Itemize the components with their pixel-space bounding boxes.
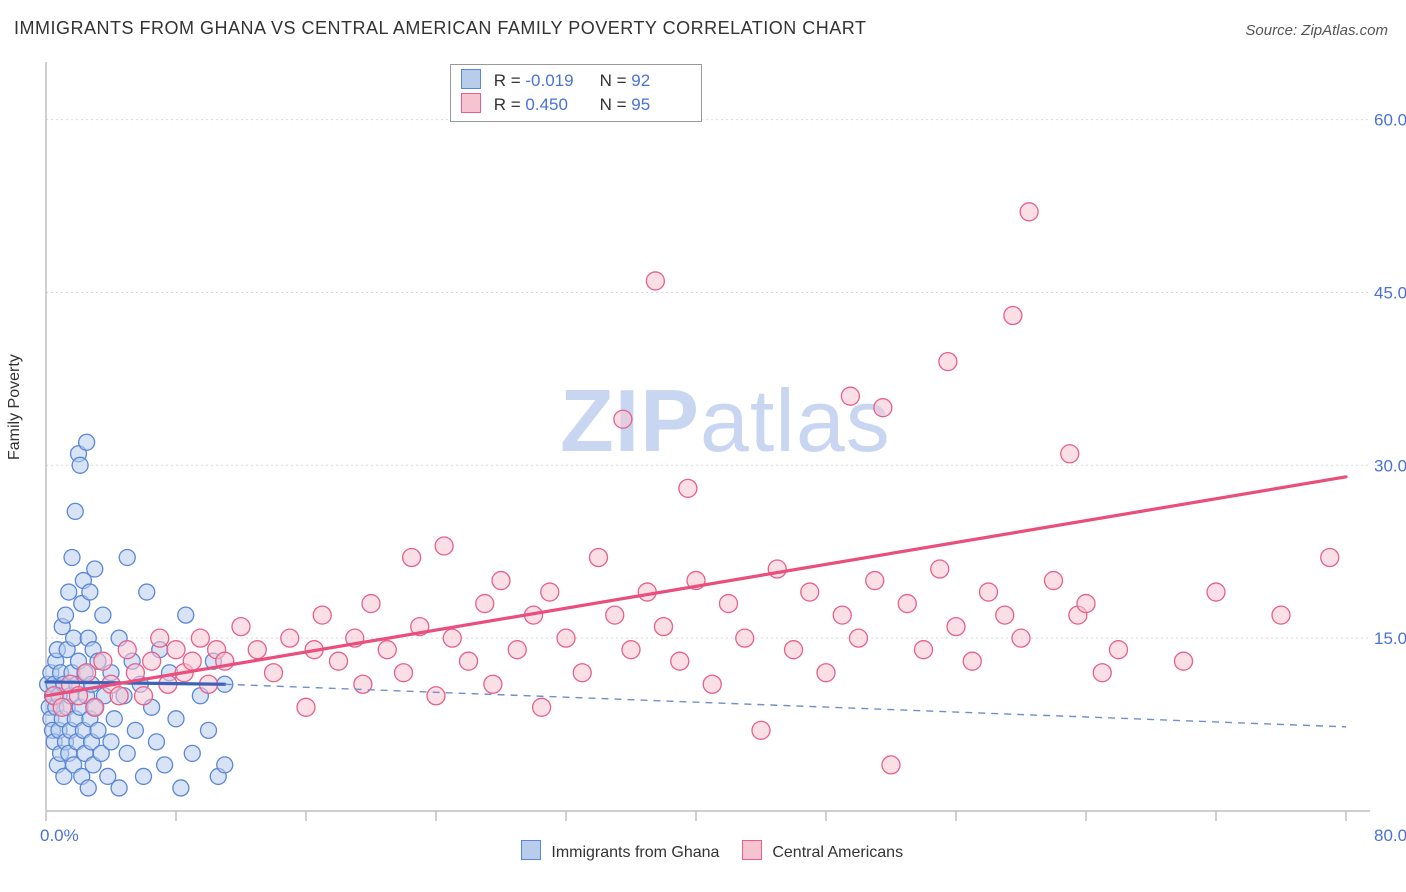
legend-row-centam: R = 0.450 N = 95 <box>461 93 691 117</box>
legend-label-centam: Central Americans <box>772 844 903 861</box>
correlation-legend: R = -0.019 N = 92 R = 0.450 N = 95 <box>450 64 702 122</box>
legend-label-ghana: Immigrants from Ghana <box>551 844 719 861</box>
swatch-centam <box>461 93 481 113</box>
swatch-ghana-bottom <box>521 840 541 860</box>
series-legend: Immigrants from Ghana Central Americans <box>0 840 1406 862</box>
svg-text:15.0%: 15.0% <box>1374 629 1406 648</box>
legend-row-ghana: R = -0.019 N = 92 <box>461 69 691 93</box>
svg-text:45.0%: 45.0% <box>1374 283 1406 302</box>
scatter-chart: 15.0%30.0%45.0%60.0%0.0%80.0% <box>0 0 1406 892</box>
swatch-ghana <box>461 69 481 89</box>
svg-text:60.0%: 60.0% <box>1374 111 1406 130</box>
svg-text:30.0%: 30.0% <box>1374 456 1406 475</box>
swatch-centam-bottom <box>742 840 762 860</box>
